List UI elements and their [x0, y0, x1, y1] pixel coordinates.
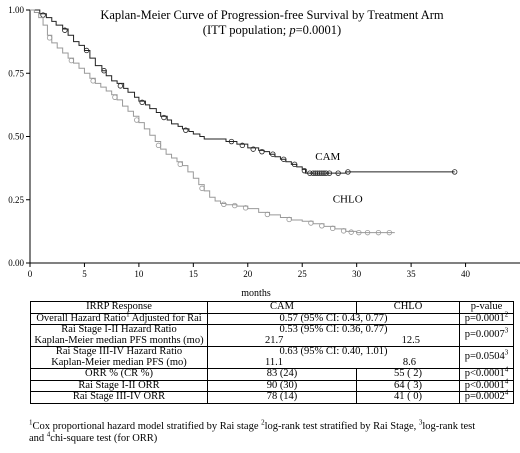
censor-mark-cam: [101, 68, 107, 74]
series-label-chlo: CHLO: [333, 193, 363, 205]
censor-mark-cam: [291, 161, 298, 168]
row-pvalue: p=0.00073: [459, 324, 514, 347]
row-label: ORR % (CR %): [30, 368, 208, 381]
censor-mark-chlo: [232, 202, 238, 209]
censor-mark-chlo: [348, 229, 354, 235]
x-tick-label: 10: [134, 269, 144, 279]
censor-mark-cam: [161, 114, 167, 121]
row-pvalue: p=0.05043: [459, 346, 514, 369]
table-row: ORR % (CR %) 83 (24) 55 ( 2) p<0.00014: [30, 366, 514, 381]
censor-mark-chlo: [386, 229, 393, 236]
x-tick-label: 25: [298, 269, 308, 279]
censor-mark-chlo: [364, 229, 371, 236]
results-table: IRRP Response CAM CHLO p-value Overall H…: [30, 301, 514, 404]
row-cam: 90 (30): [207, 379, 357, 392]
censor-mark-cam: [259, 148, 265, 155]
x-tick-label: 20: [243, 269, 253, 279]
censor-mark-chlo: [112, 94, 118, 100]
censor-mark-cam: [451, 169, 458, 175]
y-tick-label: 0.75: [8, 68, 24, 78]
censor-mark-cam: [326, 170, 333, 176]
km-chart: Kaplan-Meier Curve of Progression-free S…: [8, 5, 520, 299]
x-tick-label: 5: [82, 269, 87, 279]
table-row: Rai Stage III-IV Hazard Ratio Kaplan-Meie…: [30, 346, 514, 369]
row-value: 0.53 (95% CI: 0.36, 0.77) 21.7 12.5: [207, 324, 460, 347]
censor-mark-cam: [345, 169, 351, 175]
row-value: 0.63 (95% CI: 0.40, 1.01) 11.1 8.6: [207, 346, 460, 369]
x-tick-label: 30: [352, 269, 362, 279]
censor-mark-cam: [281, 156, 287, 162]
censor-mark-chlo: [155, 142, 162, 149]
row-chlo: 41 ( 0): [356, 391, 460, 404]
header-irrp: IRRP Response: [30, 301, 208, 314]
censor-mark-cam: [307, 170, 313, 176]
censor-mark-chlo: [199, 185, 205, 192]
censor-mark-chlo: [319, 223, 325, 229]
y-tick-label: 1.00: [8, 5, 24, 15]
censor-mark-chlo: [264, 211, 271, 218]
censor-mark-chlo: [356, 229, 362, 236]
header-cam: CAM: [207, 301, 357, 314]
series-line-cam: [30, 9, 455, 174]
row-label: Rai Stage I-II Hazard Ratio Kaplan-Meier …: [30, 324, 208, 347]
censor-mark-chlo: [68, 57, 75, 64]
axes: 0 5 10 15 20 25 30 35 40 0.00 0.25 0.50 0.75 1.00: [8, 5, 520, 279]
table-row: Rai Stage I-II Hazard Ratio Kaplan-Meier …: [30, 324, 514, 347]
row-cam: 83 (24): [207, 368, 357, 381]
row-label: Overall Hazard Ratio1 Adjusted for Rai: [30, 311, 208, 325]
censor-mark-cam: [250, 146, 256, 152]
censor-mark-chlo: [375, 229, 382, 236]
table-header-row: IRRP Response CAM CHLO p-value: [30, 301, 514, 314]
footnote: 1Cox proportional hazard model stratifie…: [29, 418, 476, 444]
censor-mark-cam: [321, 170, 327, 176]
censor-mark-chlo: [286, 216, 292, 223]
censor-mark-chlo: [46, 35, 53, 41]
row-value: 0.57 (95% CI: 0.43, 0.77): [207, 312, 460, 325]
censor-mark-cam: [228, 138, 235, 145]
y-tick-label: 0.25: [8, 195, 24, 205]
censor-mark-chlo: [330, 225, 336, 232]
header-chlo: CHLO: [356, 301, 460, 314]
censor-mark-cam: [117, 83, 124, 89]
x-tick-label: 0: [28, 269, 33, 279]
row-label: Rai Stage III-IV Hazard Ratio Kaplan-Meie…: [30, 346, 208, 369]
censor-mark-chlo: [242, 205, 249, 211]
row-pvalue: p=0.00012: [459, 311, 514, 325]
censor-mark-chlo: [221, 201, 227, 208]
censor-mark-chlo: [340, 228, 347, 234]
censor-mark-chlo: [90, 78, 96, 84]
y-tick-label: 0.50: [8, 132, 24, 142]
row-chlo: 55 ( 2): [356, 368, 460, 381]
censor-mark-cam: [323, 170, 329, 176]
censor-mark-chlo: [177, 161, 183, 168]
x-tick-label: 15: [189, 269, 199, 279]
row-label: Rai Stage III-IV ORR: [30, 391, 208, 404]
censor-mark-cam: [239, 142, 246, 149]
x-tick-label: 35: [407, 269, 417, 279]
table-row: Rai Stage I-II ORR 90 (30) 64 ( 3) p<0.0…: [30, 378, 514, 392]
censor-mark-chlo: [134, 117, 140, 123]
chart-title: Kaplan-Meier Curve of Progression-free S…: [100, 8, 444, 37]
censor-mark-cam: [301, 167, 308, 174]
x-tick-label: 40: [461, 269, 471, 279]
table-row: Overall Hazard Ratio1 Adjusted for Rai 0…: [30, 311, 514, 325]
censor-mark-cam: [139, 99, 145, 106]
censor-mark-cam: [335, 170, 341, 176]
censor-mark-cam: [270, 151, 276, 157]
censor-mark-cam: [62, 27, 68, 33]
x-axis-label: months: [241, 288, 271, 299]
row-label: Rai Stage I-II ORR: [30, 379, 208, 392]
censor-mark-chlo: [308, 220, 314, 226]
row-pvalue: p=0.00024: [459, 389, 514, 404]
censor-mark-cam: [83, 47, 90, 54]
curves: CAM CHLO: [30, 9, 458, 236]
table-row: Rai Stage III-IV ORR 78 (14) 41 ( 0) p=0…: [30, 389, 514, 404]
chart-title-line1: Kaplan-Meier Curve of Progression-free S…: [100, 8, 444, 22]
y-tick-label: 0.00: [8, 258, 24, 268]
chart-title-line2: (ITT population; p=0.0001): [203, 23, 341, 37]
row-cam: 78 (14): [207, 391, 357, 404]
series-label-cam: CAM: [315, 151, 340, 163]
row-chlo: 64 ( 3): [356, 379, 460, 392]
censor-mark-cam: [183, 127, 189, 133]
